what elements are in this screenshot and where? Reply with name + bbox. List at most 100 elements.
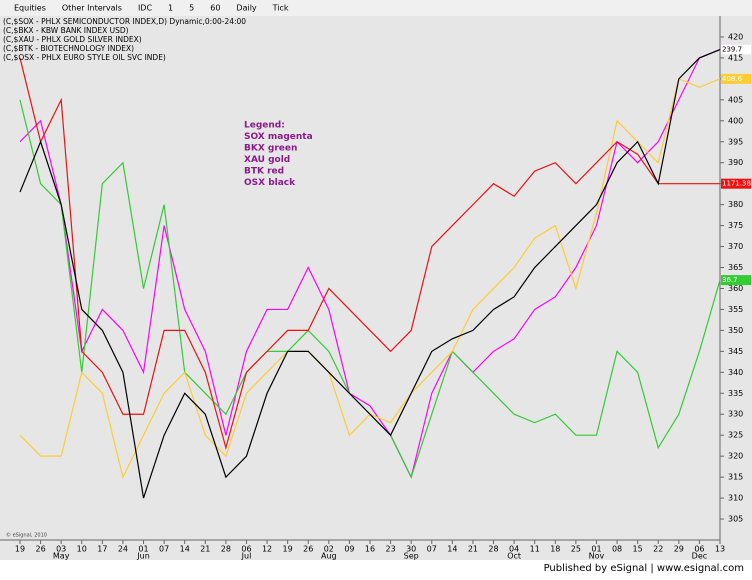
x-tick-label: 07: [427, 545, 437, 554]
x-tick-label: 26: [303, 545, 313, 554]
plot-background: [0, 16, 752, 560]
toolbar-item[interactable]: IDC: [138, 4, 153, 13]
month-label: Aug: [321, 552, 337, 561]
x-tick-label: 08: [612, 545, 622, 554]
x-tick-label: 02: [324, 545, 334, 554]
x-tick-label: 03: [56, 545, 66, 554]
x-tick-label: 14: [180, 545, 190, 554]
legend-note: BKX green: [244, 144, 297, 154]
y-tick-label: 400: [728, 116, 743, 125]
x-tick-label: 21: [200, 545, 210, 554]
month-label: Oct: [507, 552, 521, 561]
legend-note: XAU gold: [244, 155, 290, 165]
toolbar-item[interactable]: Other Intervals: [62, 4, 122, 13]
x-tick-label: 01: [591, 545, 601, 554]
x-tick-label: 26: [35, 545, 45, 554]
toolbar-item[interactable]: 1: [168, 4, 173, 13]
x-tick-label: 19: [283, 545, 293, 554]
value-flag: [721, 275, 751, 286]
y-tick-label: 310: [728, 494, 743, 503]
y-tick-label: 305: [728, 515, 743, 524]
month-label: May: [53, 552, 70, 561]
y-tick-label: 335: [728, 389, 743, 398]
x-tick-label: 10: [77, 545, 87, 554]
x-tick-label: 15: [633, 545, 643, 554]
value-flag-label: 1171.38: [722, 180, 751, 188]
y-tick-label: 370: [728, 242, 743, 251]
value-flag-label: 408.6: [722, 75, 743, 83]
series-header: (C,$BKX - KBW BANK INDEX USD): [3, 26, 129, 35]
x-tick-label: 17: [97, 545, 107, 554]
y-tick-label: 360: [728, 284, 743, 293]
x-tick-label: 30: [406, 545, 416, 554]
toolbar: [0, 0, 752, 16]
series-line: [19, 48, 721, 499]
y-tick-label: 365: [728, 263, 743, 272]
x-tick-label: 25: [571, 545, 581, 554]
x-tick-label: 12: [262, 545, 272, 554]
toolbar-item[interactable]: 60: [210, 4, 220, 13]
month-label: Dec: [692, 552, 707, 561]
watermark: © eSignal, 2010: [6, 532, 47, 539]
series-line: [19, 48, 721, 479]
x-tick-label: 22: [653, 545, 663, 554]
y-tick-label: 405: [728, 95, 743, 104]
y-tick-label: 350: [728, 326, 743, 335]
y-tick-label: 320: [728, 452, 743, 461]
y-tick-label: 415: [728, 53, 743, 62]
month-label: Jul: [241, 552, 252, 561]
legend-note: OSX black: [244, 178, 296, 188]
value-flag-label: 36.7: [722, 276, 738, 284]
x-tick-label: 04: [509, 545, 519, 554]
x-tick-label: 29: [674, 545, 684, 554]
y-tick-label: 390: [728, 158, 743, 167]
series-header: (C,$OSX - PHLX EURO STYLE OIL SVC INDE): [3, 53, 166, 62]
x-tick-label: 06: [694, 545, 704, 554]
y-tick-label: 420: [728, 32, 743, 41]
y-tick-label: 345: [728, 347, 743, 356]
month-label: Nov: [589, 552, 605, 561]
toolbar-item[interactable]: 5: [189, 4, 194, 13]
x-tick-label: 11: [530, 545, 540, 554]
toolbar-item[interactable]: Daily: [236, 4, 257, 13]
x-tick-label: 09: [344, 545, 354, 554]
series-header: (C,$XAU - PHLX GOLD SILVER INDEX): [3, 35, 142, 44]
series-line: [19, 57, 720, 451]
x-tick-label: 14: [447, 545, 457, 554]
value-flag-label: 239.7: [722, 46, 742, 54]
x-tick-label: 28: [221, 545, 231, 554]
toolbar-item[interactable]: Tick: [272, 4, 289, 13]
value-flag: [721, 178, 751, 189]
y-tick-label: 330: [728, 410, 743, 419]
legend-note: Legend:: [244, 121, 285, 131]
y-tick-label: 340: [728, 368, 743, 377]
month-label: Jun: [136, 552, 150, 561]
x-tick-label: 07: [159, 545, 169, 554]
footer-bar: [0, 560, 752, 576]
x-tick-label: 19: [15, 545, 25, 554]
y-tick-label: 380: [728, 200, 743, 209]
month-label: Sep: [404, 552, 419, 561]
legend-note: BTK red: [244, 167, 284, 177]
x-tick-label: 01: [138, 545, 148, 554]
x-tick-label: 06: [241, 545, 251, 554]
x-tick-label: 28: [488, 545, 498, 554]
y-tick-label: 375: [728, 221, 743, 230]
x-tick-label: 16: [365, 545, 375, 554]
legend-note: SOX magenta: [244, 132, 313, 142]
y-tick-label: 355: [728, 305, 743, 314]
y-tick-label: 395: [728, 137, 743, 146]
y-tick-label: 325: [728, 431, 743, 440]
x-tick-label: 24: [118, 545, 128, 554]
value-flag: [721, 73, 751, 84]
footer: Published by eSignal | www.esignal.com: [544, 563, 744, 574]
x-tick-label: 13: [715, 545, 725, 554]
y-tick-label: 315: [728, 473, 743, 482]
toolbar-item[interactable]: Equities: [14, 4, 46, 13]
x-tick-label: 18: [550, 545, 560, 554]
x-tick-label: 21: [468, 545, 478, 554]
value-flag: [721, 44, 751, 55]
series-header: (C,$SOX - PHLX SEMICONDUCTOR INDEX,D) Dy…: [3, 17, 246, 26]
